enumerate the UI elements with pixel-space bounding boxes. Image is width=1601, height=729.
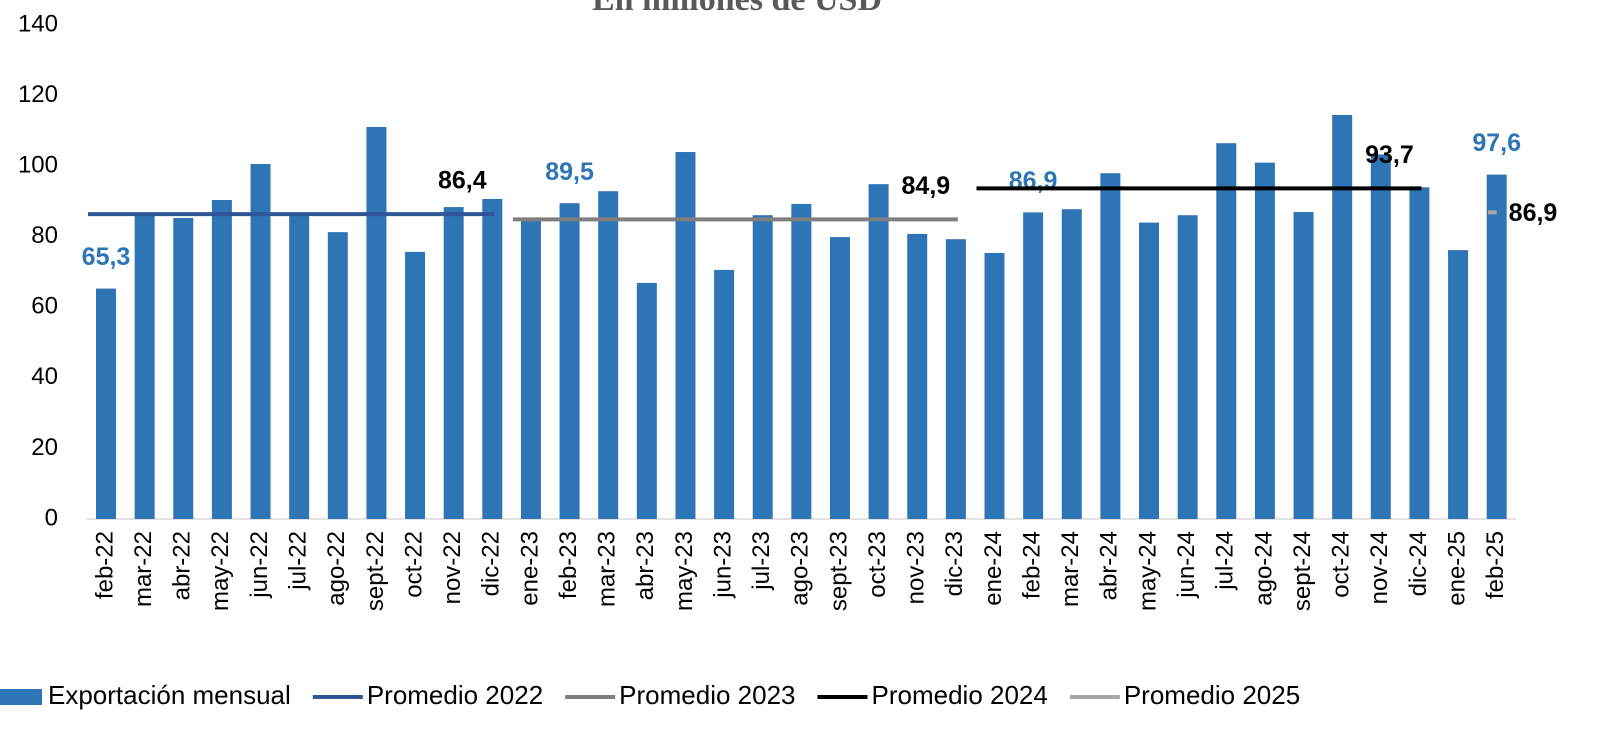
x-tick-label: mar-22 (130, 531, 157, 607)
x-tick-label: ene-25 (1443, 531, 1470, 606)
data-label: 86,9 (1009, 167, 1058, 195)
y-tick-label: 100 (18, 151, 58, 178)
bar (289, 213, 310, 519)
y-tick-label: 80 (31, 222, 58, 249)
bar (405, 251, 426, 519)
bar (636, 282, 657, 519)
bar (211, 200, 232, 519)
x-tick-label: may-23 (671, 531, 698, 611)
bar (1061, 209, 1082, 520)
x-tick-label: jun-22 (246, 531, 273, 599)
legend-label: Promedio 2025 (1124, 680, 1300, 710)
x-tick-label: dic-24 (1405, 531, 1432, 596)
x-tick-label: sept-24 (1289, 531, 1316, 611)
x-tick-label: dic-22 (478, 531, 505, 596)
bar (482, 198, 503, 520)
x-tick-label: ene-23 (516, 531, 543, 606)
x-tick-label: jun-23 (709, 531, 736, 599)
bar (984, 252, 1005, 519)
y-tick-label: 140 (18, 10, 58, 37)
bar (520, 218, 541, 519)
x-tick-label: may-24 (1134, 531, 1161, 611)
x-tick-label: nov-23 (903, 531, 930, 604)
x-tick-label: ago-22 (323, 531, 350, 606)
y-tick-label: 120 (18, 81, 58, 108)
y-tick-label: 40 (31, 363, 58, 390)
x-tick-label: jun-24 (1173, 531, 1200, 599)
legend-label: Exportación mensual (48, 680, 291, 710)
x-tick-label: oct-23 (864, 531, 891, 598)
x-tick-label: feb-24 (1018, 531, 1045, 599)
bar (559, 203, 580, 519)
bar (791, 203, 812, 520)
x-tick-label: nov-22 (439, 531, 466, 604)
average-label: 86,9 (1509, 199, 1558, 227)
x-tick-label: ago-23 (787, 531, 814, 606)
x-tick-label: jul-23 (748, 531, 775, 591)
x-tick-label: sept-23 (825, 531, 852, 611)
legend-swatch (0, 689, 42, 705)
bar (96, 288, 117, 519)
bar (1139, 222, 1160, 519)
bar (714, 269, 735, 519)
bar (598, 191, 619, 519)
bar (250, 164, 271, 520)
bar (366, 126, 387, 520)
data-label: 89,5 (545, 158, 594, 186)
average-label: 93,7 (1365, 141, 1414, 169)
bar (1100, 173, 1121, 519)
x-tick-label: feb-23 (555, 531, 582, 599)
x-tick-label: may-22 (207, 531, 234, 611)
bar (752, 215, 773, 519)
bar (1409, 187, 1430, 520)
y-tick-label: 60 (31, 293, 58, 320)
legend-label: Promedio 2023 (619, 680, 795, 710)
bar (1023, 212, 1044, 520)
x-tick-label: abr-24 (1096, 531, 1123, 600)
x-tick-label: jul-22 (285, 531, 312, 591)
bar (1177, 215, 1198, 519)
bar (327, 232, 348, 519)
x-tick-label: oct-22 (400, 531, 427, 598)
average-label: 86,4 (438, 167, 487, 195)
bar (868, 184, 889, 520)
y-tick-label: 20 (31, 434, 58, 461)
x-tick-label: feb-25 (1482, 531, 1509, 599)
x-tick-label: abr-23 (632, 531, 659, 600)
x-tick-label: mar-24 (1057, 531, 1084, 607)
x-tick-label: oct-24 (1328, 531, 1355, 598)
bar (443, 207, 464, 519)
bar (1216, 143, 1237, 519)
average-label: 84,9 (902, 172, 951, 200)
bar (675, 152, 696, 519)
x-tick-label: jul-24 (1212, 531, 1239, 591)
x-tick-label: dic-23 (941, 531, 968, 596)
bar (907, 233, 928, 520)
x-tick-label: ago-24 (1250, 531, 1277, 606)
bar (1448, 250, 1469, 519)
x-tick-label: feb-22 (91, 531, 118, 599)
bar (1332, 114, 1353, 519)
y-tick-label: 0 (45, 504, 58, 531)
bar (1486, 174, 1507, 519)
bar (1370, 154, 1391, 519)
bar (134, 213, 155, 519)
x-tick-label: ene-24 (980, 531, 1007, 606)
bar (1293, 212, 1314, 519)
x-tick-label: abr-22 (169, 531, 196, 600)
legend-label: Promedio 2022 (367, 680, 543, 710)
x-tick-label: nov-24 (1366, 531, 1393, 604)
data-label: 65,3 (82, 243, 131, 271)
bar (829, 237, 850, 519)
bar (1254, 162, 1275, 519)
x-tick-label: mar-23 (594, 531, 621, 607)
bar (173, 218, 194, 519)
chart-title: En millones de USD (592, 0, 882, 18)
legend-label: Promedio 2024 (872, 680, 1048, 710)
bar (945, 239, 966, 520)
x-tick-label: sept-22 (362, 531, 389, 611)
data-label: 97,6 (1472, 129, 1521, 157)
